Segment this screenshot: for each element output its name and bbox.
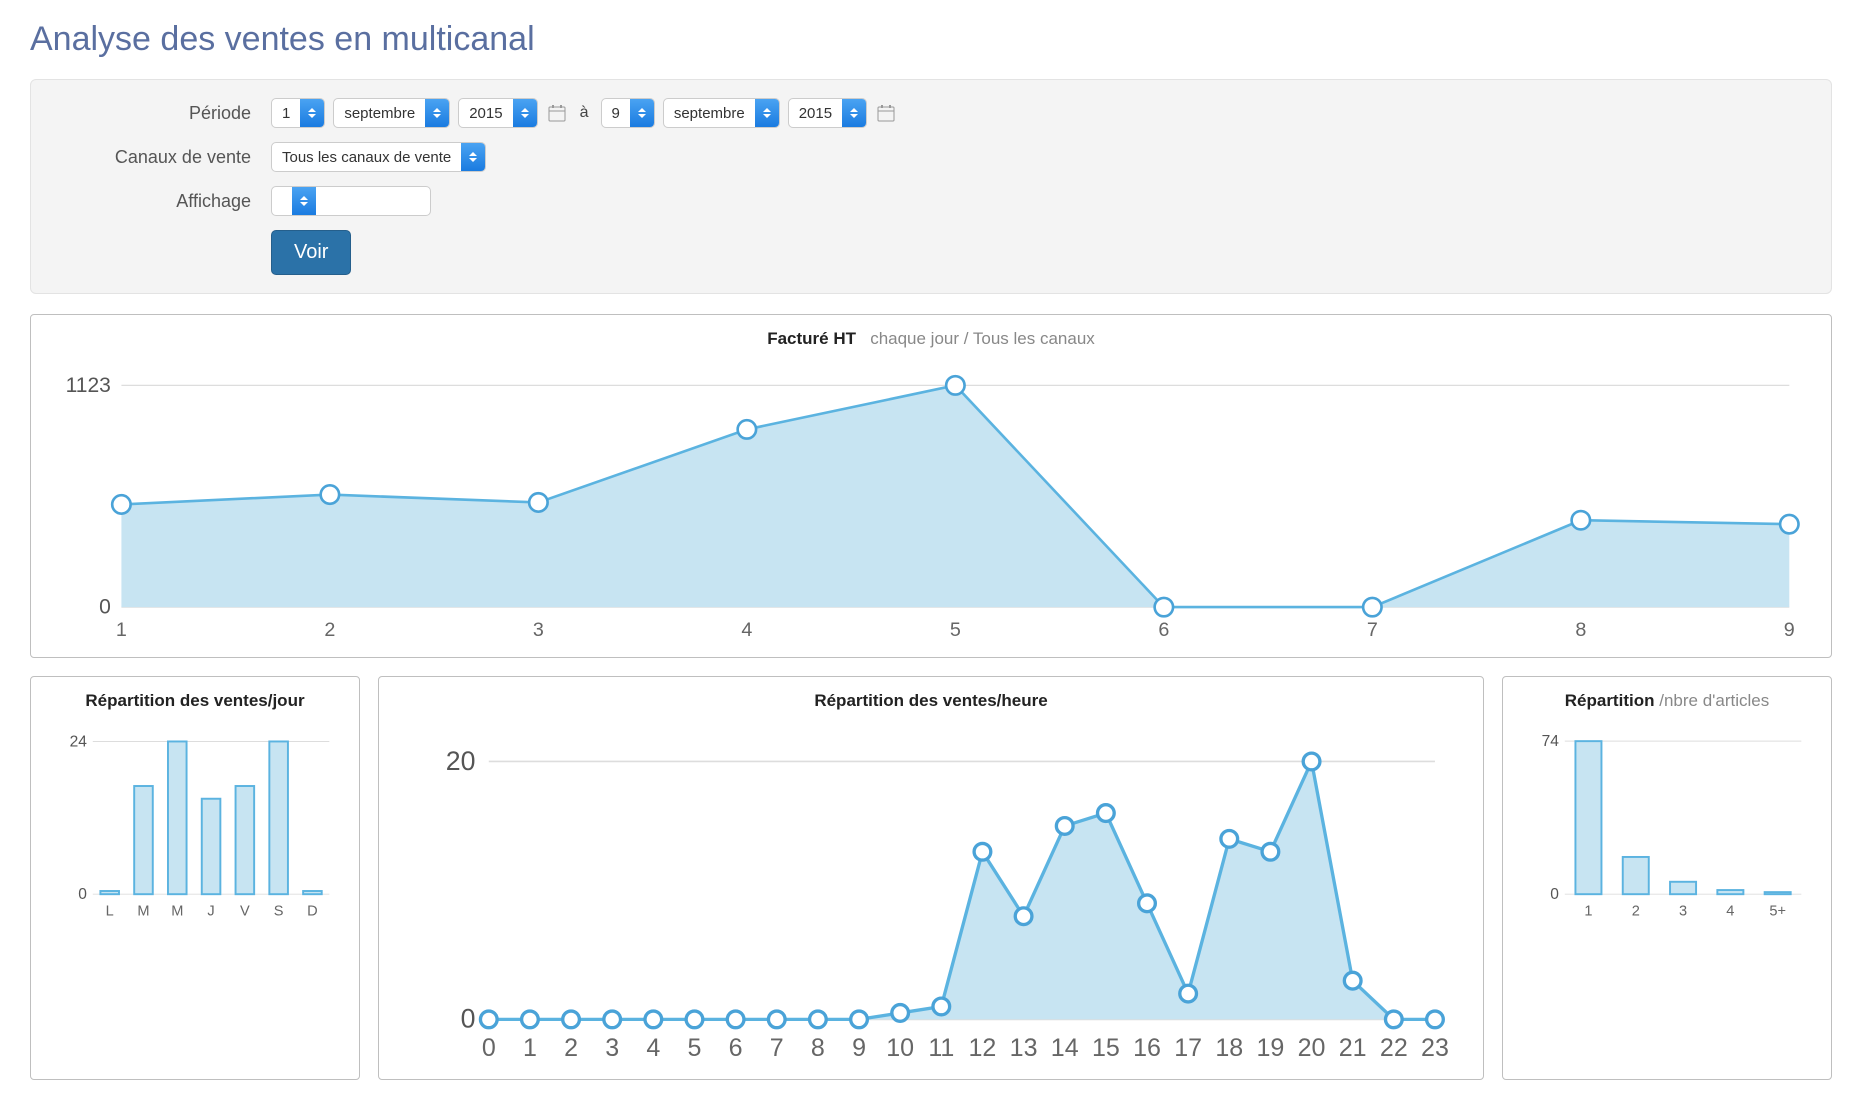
svg-text:5: 5 [950, 619, 961, 641]
svg-text:22: 22 [1380, 1034, 1408, 1062]
svg-text:0: 0 [78, 886, 87, 903]
svg-text:10: 10 [886, 1034, 914, 1062]
submit-button[interactable]: Voir [271, 230, 351, 275]
chevron-updown-icon [300, 99, 324, 127]
svg-text:V: V [240, 903, 250, 919]
from-day-select[interactable]: 1 [271, 98, 325, 128]
svg-text:15: 15 [1092, 1034, 1120, 1062]
svg-text:6: 6 [1158, 619, 1169, 641]
svg-text:M: M [137, 903, 149, 919]
svg-text:2: 2 [564, 1034, 578, 1062]
day-chart-card: Répartition des ventes/jour 0 24 L M M J V S D [30, 676, 360, 1080]
svg-text:3: 3 [533, 619, 544, 641]
svg-text:0: 0 [461, 1003, 476, 1033]
hour-chart-card: Répartition des ventes/heure 02001234567… [378, 676, 1484, 1080]
articles-chart-card: Répartition /nbre d'articles 0 74 1 2 3 4 5+ [1502, 676, 1832, 1080]
main-chart-title: Facturé HT chaque jour / Tous les canaux [49, 329, 1813, 349]
svg-text:J: J [207, 903, 214, 919]
svg-text:4: 4 [741, 619, 752, 641]
channels-select[interactable]: Tous les canaux de vente [271, 142, 486, 172]
articles-chart: 0 74 1 2 3 4 5+ [1521, 719, 1813, 923]
svg-text:3: 3 [1679, 903, 1687, 919]
from-year-select[interactable]: 2015 [458, 98, 537, 128]
chevron-updown-icon [842, 99, 866, 127]
svg-text:3: 3 [605, 1034, 619, 1062]
filter-panel: Période 1 septembre 2015 à 9 septembre 2… [30, 79, 1832, 294]
svg-text:1: 1 [116, 619, 127, 641]
svg-text:2: 2 [1632, 903, 1640, 919]
to-year-select[interactable]: 2015 [788, 98, 867, 128]
svg-text:D: D [307, 903, 318, 919]
calendar-icon[interactable] [546, 102, 568, 124]
svg-text:1123: 1123 [66, 374, 111, 397]
svg-text:21: 21 [1339, 1034, 1367, 1062]
svg-text:11: 11 [928, 1034, 954, 1062]
svg-text:S: S [274, 903, 284, 919]
svg-text:17: 17 [1174, 1034, 1202, 1062]
articles-chart-title: Répartition /nbre d'articles [1521, 691, 1813, 711]
svg-text:0: 0 [1550, 886, 1559, 903]
svg-text:8: 8 [811, 1034, 825, 1062]
svg-text:7: 7 [1367, 619, 1378, 641]
date-separator: à [576, 104, 593, 122]
svg-text:0: 0 [99, 596, 111, 619]
display-label: Affichage [51, 191, 271, 212]
calendar-icon[interactable] [875, 102, 897, 124]
svg-text:19: 19 [1256, 1034, 1284, 1062]
svg-text:7: 7 [770, 1034, 784, 1062]
chevron-updown-icon [630, 99, 654, 127]
day-chart-title: Répartition des ventes/jour [49, 691, 341, 711]
svg-text:12: 12 [969, 1034, 997, 1062]
to-day-select[interactable]: 9 [601, 98, 655, 128]
svg-text:18: 18 [1215, 1034, 1243, 1062]
svg-text:0: 0 [482, 1034, 496, 1062]
chevron-updown-icon [755, 99, 779, 127]
svg-text:24: 24 [70, 733, 88, 750]
svg-text:M: M [171, 903, 183, 919]
day-chart: 0 24 L M M J V S D [49, 719, 341, 923]
svg-text:9: 9 [1784, 619, 1795, 641]
chevron-updown-icon [425, 99, 449, 127]
main-chart-card: Facturé HT chaque jour / Tous les canaux… [30, 314, 1832, 658]
svg-text:20: 20 [1298, 1034, 1326, 1062]
svg-text:5: 5 [688, 1034, 702, 1062]
channels-label: Canaux de vente [51, 147, 271, 168]
svg-text:20: 20 [446, 745, 476, 775]
svg-text:1: 1 [523, 1034, 537, 1062]
display-select[interactable] [271, 186, 431, 216]
chevron-updown-icon [513, 99, 537, 127]
period-label: Période [51, 103, 271, 124]
main-chart: 0 1123 1 2 3 4 5 6 7 8 9 [49, 357, 1813, 647]
svg-text:4: 4 [646, 1034, 660, 1062]
hour-chart: 0200123456789101112131415161718192021222… [397, 719, 1465, 1069]
chevron-updown-icon [461, 143, 485, 171]
svg-text:6: 6 [729, 1034, 743, 1062]
svg-text:13: 13 [1010, 1034, 1038, 1062]
svg-text:L: L [106, 903, 114, 919]
to-month-select[interactable]: septembre [663, 98, 780, 128]
svg-text:14: 14 [1051, 1034, 1079, 1062]
chevron-updown-icon [292, 187, 316, 215]
svg-text:1: 1 [1584, 903, 1592, 919]
svg-text:5+: 5+ [1769, 903, 1786, 919]
svg-text:2: 2 [324, 619, 335, 641]
from-month-select[interactable]: septembre [333, 98, 450, 128]
svg-text:4: 4 [1726, 903, 1734, 919]
svg-text:9: 9 [852, 1034, 866, 1062]
hour-chart-title: Répartition des ventes/heure [397, 691, 1465, 711]
svg-text:16: 16 [1133, 1034, 1161, 1062]
svg-text:74: 74 [1542, 733, 1560, 750]
svg-text:23: 23 [1421, 1034, 1449, 1062]
svg-text:8: 8 [1575, 619, 1586, 641]
page-title: Analyse des ventes en multicanal [30, 20, 1832, 59]
